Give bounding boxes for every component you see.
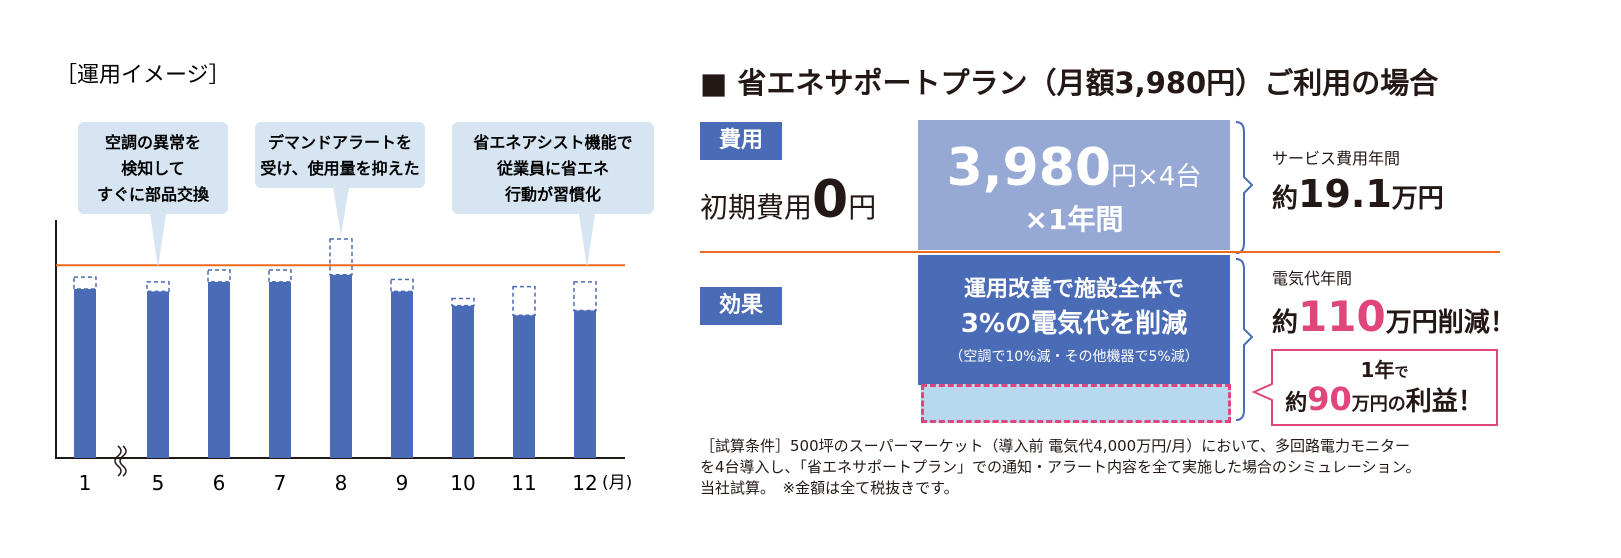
x-tick-label: 8	[335, 471, 348, 495]
footnote: ［試算条件］500坪のスーパーマーケット（導入前 電気代4,000万円/月）にお…	[700, 436, 1421, 499]
bar	[147, 291, 169, 458]
annual-label: サービス費用年間	[1272, 149, 1401, 168]
unit: 万円削減！	[1385, 308, 1516, 338]
annual-saving: 約110万円削減！	[1272, 292, 1516, 341]
x-tick-label: 11	[511, 471, 536, 495]
x-tick-label: 10	[450, 471, 475, 495]
x-unit: (月)	[602, 473, 632, 493]
reduction-bar	[512, 285, 536, 316]
reduction-bar	[73, 276, 97, 290]
reduction-bar	[573, 281, 597, 312]
reduction-bar	[390, 278, 414, 293]
callout	[452, 122, 654, 214]
chart: ［運用イメージ］ 1 5 6 7 8 9 10 11 12 (月) 空調の異常を検知してすぐに部品交…	[55, 63, 654, 495]
x-tick-label: 7	[274, 471, 287, 495]
annual-cost: 約19.1万円	[1272, 172, 1444, 216]
bar	[74, 289, 96, 458]
line2: 3%の電気代を削減	[960, 309, 1188, 339]
value: 19.1	[1298, 172, 1392, 216]
callout	[78, 122, 228, 214]
prefix: 約	[1272, 184, 1299, 214]
label: 初期費用	[700, 191, 813, 224]
axis-break	[114, 445, 122, 477]
callout-pointer	[333, 188, 349, 235]
value: 0	[812, 170, 849, 230]
prefix: 約	[1285, 391, 1308, 416]
divider	[700, 251, 1500, 253]
bar	[513, 315, 535, 458]
bar	[574, 310, 596, 458]
note: （空調で10%減・その他機器で5%減）	[949, 349, 1199, 365]
profit: 約90万円の利益！	[1272, 380, 1497, 418]
effect-box: 運用改善で施設全体で 3%の電気代を削減 （空調で10%減・その他機器で5%減）	[918, 255, 1230, 385]
bar	[391, 291, 413, 458]
unit: 万円	[1391, 184, 1444, 214]
unit: 円×4台	[1111, 162, 1202, 192]
callout-text: 省エネアシスト機能で	[472, 133, 632, 152]
callout	[255, 122, 425, 188]
unit: 円	[848, 191, 877, 224]
footnote-line: 当社試算。 ※金額は全て税抜きです。	[700, 479, 959, 497]
bar	[330, 274, 352, 458]
bar	[452, 305, 474, 458]
x-tick-label: 12	[572, 471, 597, 495]
prefix: 約	[1272, 308, 1299, 338]
reduction-bar	[451, 297, 475, 307]
axis-break	[119, 445, 127, 477]
reduction-bar	[207, 269, 231, 283]
footnote-line: ［試算条件］500坪のスーパーマーケット（導入前 電気代4,000万円/月）にお…	[700, 437, 1411, 455]
line1: 運用改善で施設全体で	[963, 277, 1184, 302]
callout-text: 行動が習慣化	[504, 185, 601, 204]
x-tick-label: 9	[396, 471, 409, 495]
price: 3,980	[946, 138, 1112, 198]
plan-title: ■ 省エネサポートプラン（月額3,980円）ご利用の場合	[700, 66, 1439, 100]
x-tick-label: 1	[79, 471, 92, 495]
brace	[1235, 121, 1254, 254]
suffix: で	[1394, 365, 1409, 381]
effect-tag: 効果	[700, 287, 782, 325]
callout-pointer	[579, 214, 595, 268]
callout-text: デマンドアラートを	[268, 133, 412, 152]
profit-period: 1年で	[1272, 354, 1497, 383]
unit: 万円の	[1351, 394, 1406, 415]
bar	[208, 281, 230, 458]
footnote-line: を4台導入し、「省エネサポートプラン」での通知・アラート内容を全て実施した場合の…	[700, 458, 1421, 476]
initial-cost: 初期費用0円	[700, 170, 876, 230]
reduction-bar	[329, 238, 353, 276]
period: 1年	[1360, 358, 1395, 382]
label: 利益！	[1405, 387, 1484, 417]
callout-text: 従業員に省エネ	[496, 159, 609, 178]
x-tick-label: 6	[213, 471, 226, 495]
callout-text: すぐに部品交換	[97, 185, 210, 204]
value: 90	[1307, 380, 1352, 418]
cost-tag: 費用	[700, 122, 782, 160]
callout-text: 受け、使用量を抑えた	[260, 159, 419, 178]
x-tick-label: 5	[152, 471, 165, 495]
period: ×1年間	[1024, 203, 1124, 236]
cost-box: 3,980円×4台 ×1年間	[918, 120, 1230, 250]
callout-text: 空調の異常を	[105, 133, 201, 152]
reduction-box	[921, 384, 1231, 423]
value: 110	[1298, 292, 1386, 341]
annual-label: 電気代年間	[1272, 269, 1353, 288]
reduction-bar	[268, 269, 292, 283]
callout-pointer	[150, 214, 166, 268]
profit-callout	[1251, 349, 1498, 426]
bar	[269, 281, 291, 458]
callout-text: 検知して	[121, 159, 185, 178]
reduction-bar	[146, 281, 170, 293]
chart-title: ［運用イメージ］	[55, 63, 231, 88]
brace	[1235, 258, 1254, 421]
